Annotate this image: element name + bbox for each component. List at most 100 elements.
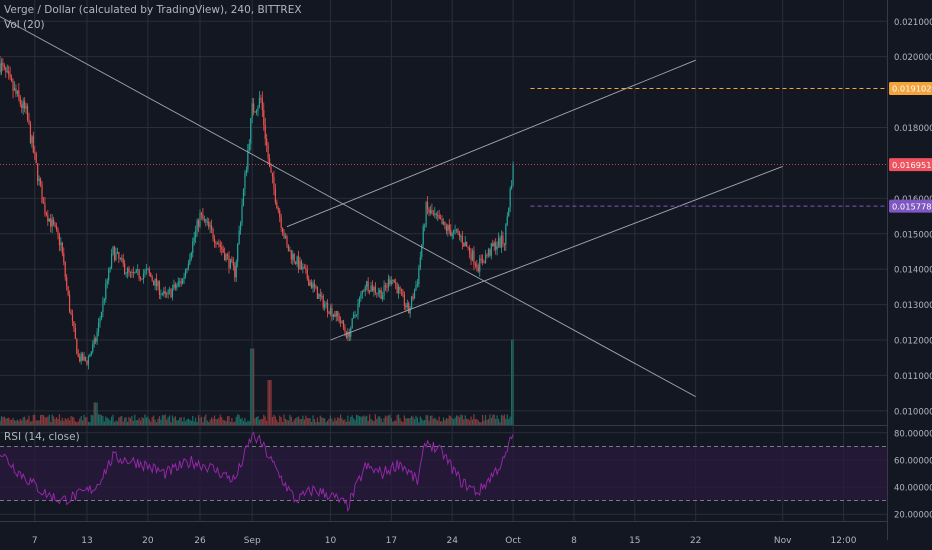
volume-bar	[12, 417, 14, 425]
candle	[409, 308, 411, 314]
candle	[110, 253, 113, 268]
candle	[300, 261, 303, 270]
rsi-axis-label: 80.00000	[894, 429, 932, 439]
volume-bar	[106, 417, 108, 425]
candle	[102, 300, 104, 313]
volume-bar	[486, 419, 488, 425]
volume-bar	[286, 419, 288, 425]
time-axis-label: 24	[446, 536, 458, 546]
candle	[328, 312, 330, 315]
candle	[193, 237, 195, 242]
candle	[325, 302, 327, 304]
candle	[342, 320, 345, 328]
volume-bar	[87, 421, 90, 425]
candle	[289, 250, 291, 252]
volume-bar	[379, 416, 381, 425]
price-level-badge	[889, 81, 932, 95]
volume-bar	[3, 416, 5, 425]
volume-bar	[403, 415, 405, 425]
volume-bar	[179, 417, 181, 425]
candle	[495, 242, 497, 250]
volume-bar	[396, 415, 398, 425]
candle	[448, 225, 450, 231]
volume-bar	[41, 414, 43, 425]
candle	[321, 295, 323, 297]
candle	[231, 259, 233, 262]
candle	[35, 153, 37, 164]
candle	[326, 302, 329, 313]
volume-bar	[460, 414, 462, 425]
volume-bar	[110, 416, 113, 425]
candle	[373, 286, 375, 292]
volume-bar	[195, 417, 197, 425]
candle	[379, 290, 381, 293]
volume-bar	[68, 420, 71, 425]
volume-bar	[137, 420, 139, 425]
candle	[95, 338, 97, 342]
volume-bar	[296, 417, 298, 425]
candle	[380, 290, 382, 299]
candle	[228, 256, 230, 269]
candle	[203, 219, 205, 220]
volume-bar	[341, 418, 343, 425]
candle	[383, 285, 385, 296]
candle	[479, 258, 481, 272]
volume-bar	[209, 419, 211, 425]
candle	[186, 268, 188, 271]
volume-bar	[215, 418, 217, 425]
volume-bar	[493, 414, 495, 425]
candle	[232, 261, 234, 266]
candle	[132, 272, 134, 273]
volume-bar	[63, 420, 65, 425]
volume-bar	[241, 417, 243, 425]
volume-bars	[0, 339, 514, 425]
candle	[450, 230, 452, 236]
volume-bar	[229, 421, 232, 425]
volume-bar	[329, 415, 332, 425]
time-axis-label: Nov	[774, 536, 792, 546]
volume-bar	[467, 418, 469, 425]
candle	[97, 322, 100, 332]
volume-bar	[42, 415, 45, 425]
candle	[279, 210, 281, 217]
volume-bar	[83, 414, 85, 425]
candle	[512, 164, 514, 186]
candle	[105, 283, 107, 300]
candle	[358, 298, 361, 304]
candle	[93, 338, 95, 345]
volume-bar	[208, 422, 210, 425]
volume-bar	[248, 421, 250, 425]
candle	[251, 103, 253, 119]
candle	[309, 282, 311, 286]
rsi-axis-label: 60.00000	[894, 456, 932, 466]
volume-bar	[96, 402, 98, 425]
candle	[108, 269, 110, 281]
candle	[258, 97, 261, 107]
volume-bar	[247, 420, 249, 425]
volume-bar	[213, 415, 216, 425]
candle	[237, 243, 239, 262]
volume-bar	[512, 339, 514, 425]
volume-bar	[351, 415, 353, 425]
volume-bar	[180, 417, 182, 425]
price-axis-label: 0.01100000	[894, 372, 932, 382]
volume-bar	[199, 417, 201, 425]
volume-bar	[79, 418, 81, 425]
candle	[10, 77, 13, 82]
volume-bar	[187, 418, 190, 425]
time-axis-label: 7	[32, 536, 38, 546]
volume-bar	[64, 418, 66, 425]
candle	[357, 303, 359, 315]
candle	[150, 272, 152, 277]
candle	[25, 106, 27, 109]
volume-bar	[390, 418, 392, 425]
volume-bar	[393, 420, 395, 425]
candle	[154, 278, 156, 286]
price-axis-label: 0.01800000	[894, 124, 932, 134]
candle	[363, 291, 365, 292]
candle	[274, 188, 276, 203]
volume-bar	[384, 415, 387, 425]
candle	[80, 353, 82, 362]
